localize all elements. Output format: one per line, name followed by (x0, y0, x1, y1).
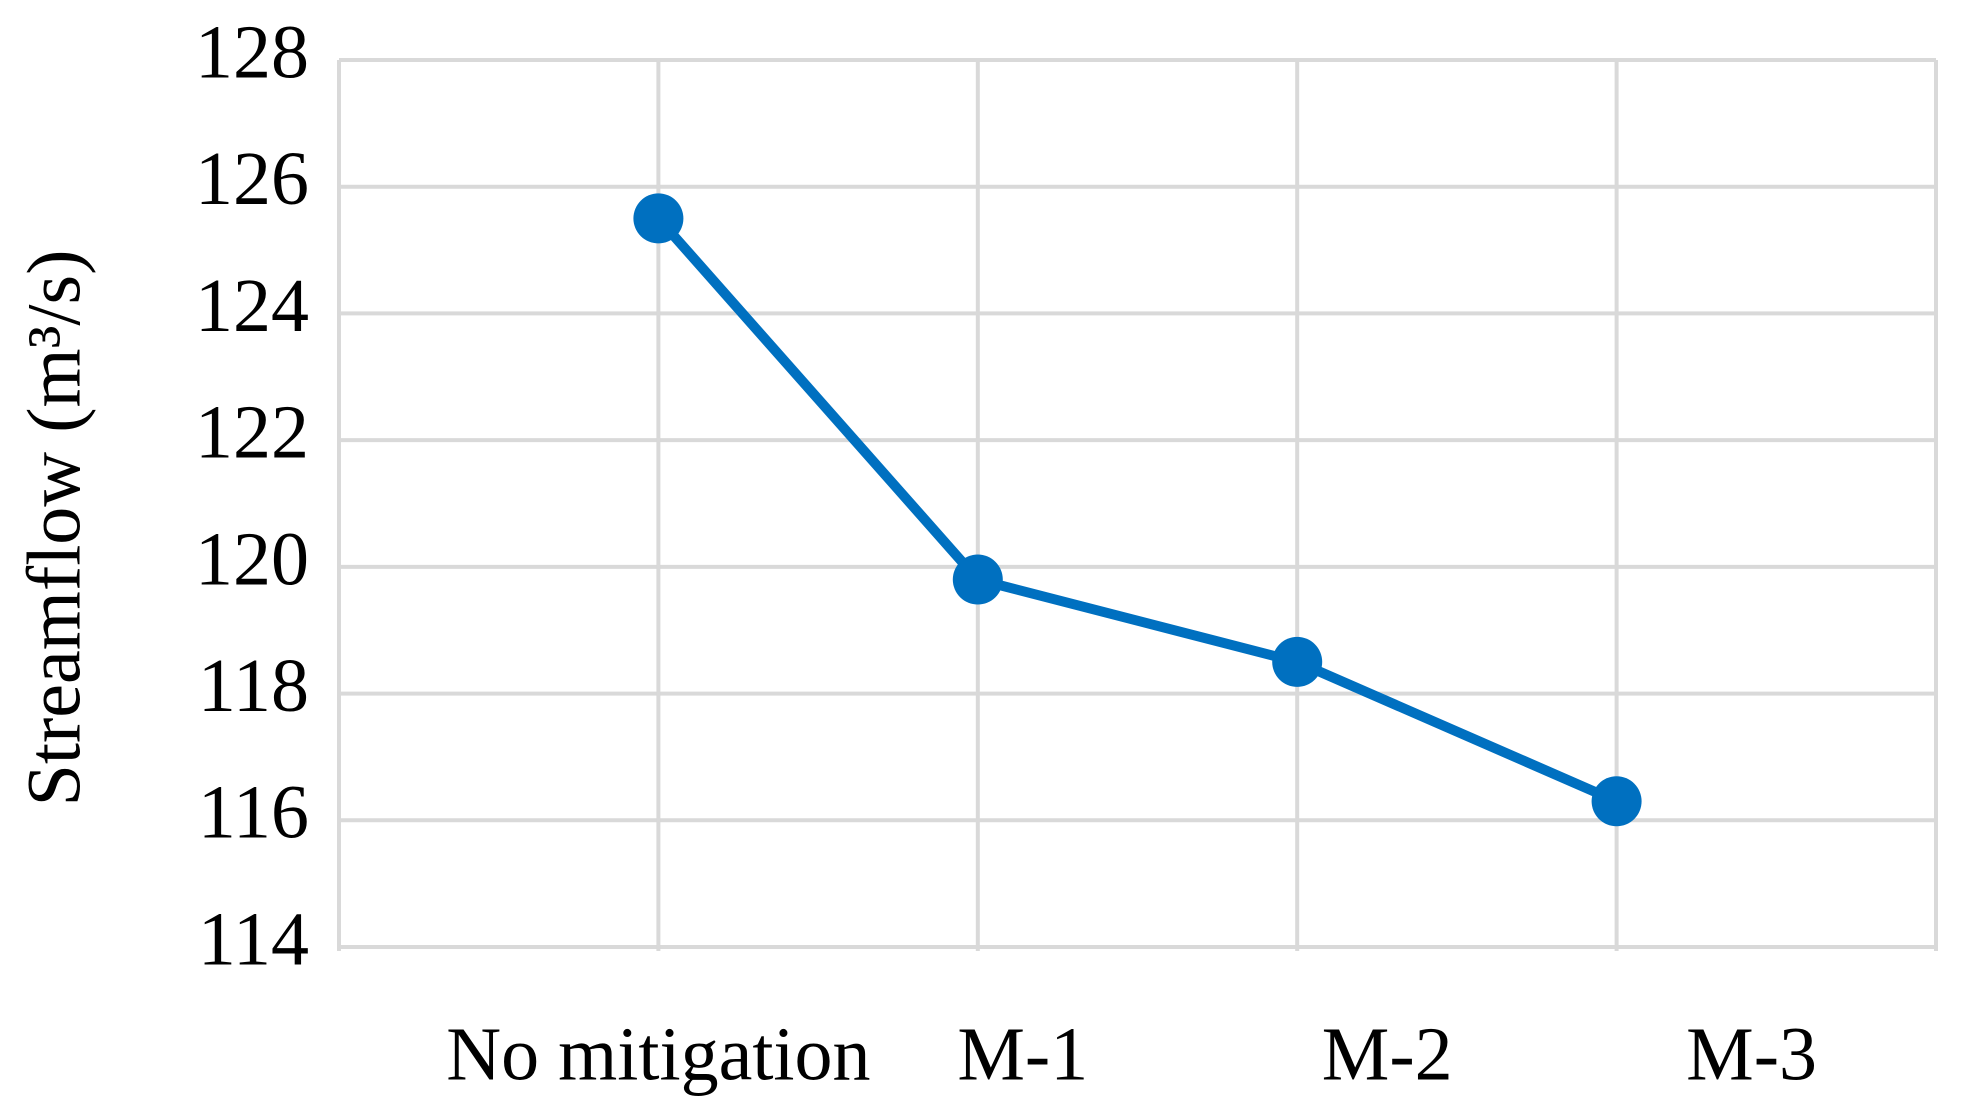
marker (1272, 636, 1323, 687)
marker (633, 193, 684, 244)
y-tick-label: 114 (198, 897, 309, 981)
x-tick-label: M-3 (1686, 1012, 1817, 1096)
series-line (654, 215, 1619, 806)
y-tick-label: 128 (195, 10, 309, 94)
y-tick-label: 124 (195, 264, 309, 348)
y-tick-label: 126 (195, 137, 309, 221)
y-axis-label: Streamflow (m³/s) (12, 250, 96, 807)
y-tick-label: 118 (198, 644, 309, 728)
marker (1591, 776, 1642, 827)
y-tick-label: 120 (195, 517, 309, 601)
x-tick-label: M-2 (1322, 1012, 1453, 1096)
x-tick-label: M-1 (957, 1012, 1088, 1096)
x-tick-label: No mitigation (446, 1012, 870, 1096)
y-tick-label: 116 (198, 771, 309, 855)
y-tick-label: 122 (195, 391, 309, 475)
marker (952, 554, 1003, 605)
